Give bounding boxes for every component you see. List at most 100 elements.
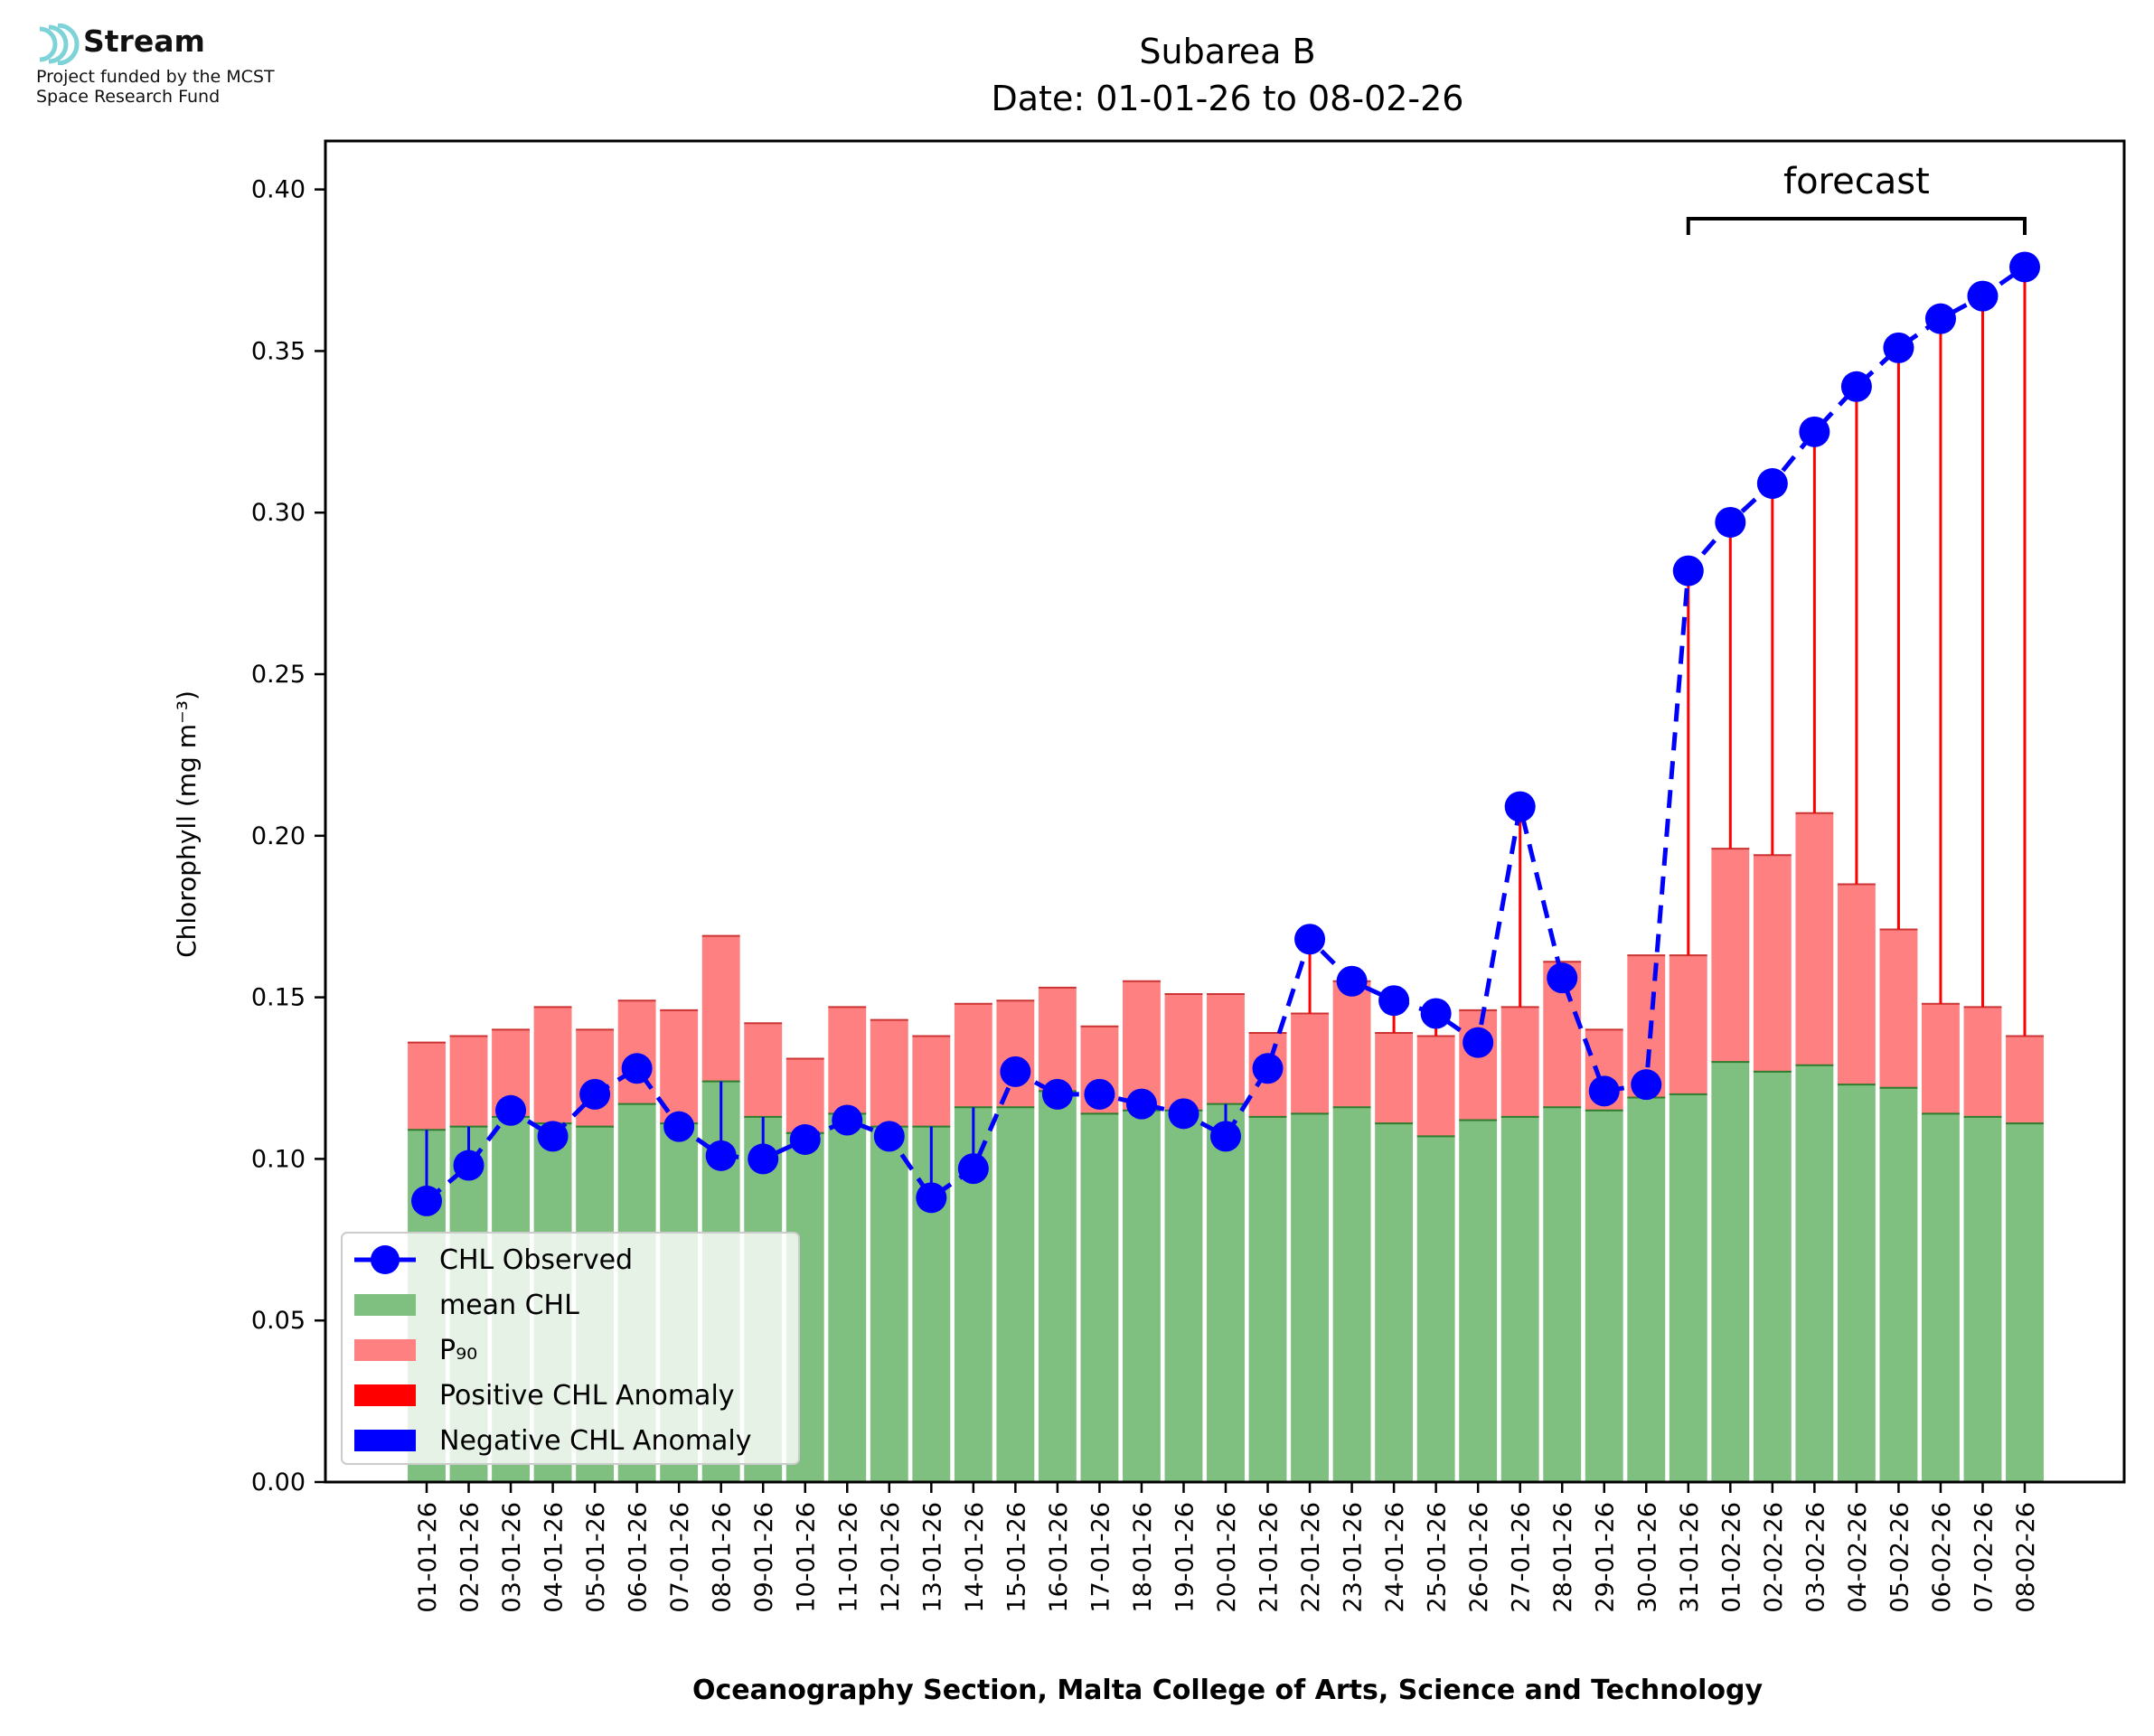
- observed-point: [1336, 965, 1368, 997]
- mean-bar: [1123, 1110, 1161, 1482]
- p90-bar: [954, 1003, 992, 1108]
- p90-bar: [912, 1036, 951, 1127]
- p90-bar: [870, 1019, 908, 1127]
- p90-bar: [744, 1023, 783, 1117]
- legend-label: Positive CHL Anomaly: [439, 1380, 735, 1412]
- mean-bar: [1291, 1113, 1329, 1482]
- observed-point: [1631, 1069, 1662, 1101]
- p90-bar: [1375, 1032, 1414, 1124]
- mean-bar: [1500, 1116, 1539, 1482]
- observed-point: [663, 1111, 695, 1142]
- mean-bar: [1207, 1103, 1245, 1482]
- observed-point: [1294, 924, 1326, 955]
- observed-point: [1924, 303, 1956, 334]
- mean-bar: [1585, 1110, 1623, 1482]
- observed-point: [832, 1104, 863, 1136]
- mean-bar: [1879, 1087, 1918, 1482]
- x-tick-label: 21-01-26: [1256, 1502, 1284, 1613]
- mean-bar: [1627, 1097, 1666, 1482]
- x-tick-label: 10-01-26: [793, 1502, 821, 1613]
- p90-bar: [1922, 1003, 1960, 1114]
- mean-bar: [1963, 1116, 2002, 1482]
- x-axis-label: Oceanography Section, Malta College of A…: [692, 1675, 1764, 1706]
- x-tick-label: 08-02-26: [2012, 1502, 2040, 1613]
- y-tick-label: 0.15: [251, 984, 306, 1012]
- legend-patch-swatch: [354, 1294, 416, 1316]
- observed-point: [621, 1053, 653, 1084]
- p90-bar: [1416, 1036, 1455, 1137]
- mean-bar: [1164, 1110, 1203, 1482]
- plot-area: 0.00 0.05 0.10 0.15 0.20 0.25 0.30 0.35 0.40 01-0…: [251, 139, 2126, 1613]
- legend-box: [341, 1232, 800, 1465]
- observed-point: [1084, 1078, 1115, 1110]
- p90-bar: [1669, 955, 1707, 1094]
- forecast-bracket: [1686, 217, 2027, 235]
- observed-point: [1210, 1121, 1241, 1152]
- y-tick-label: 0.40: [251, 176, 306, 204]
- observed-point: [748, 1143, 779, 1175]
- mean-bar: [1459, 1120, 1498, 1482]
- observed-point: [1378, 985, 1410, 1017]
- x-tick-label: 04-01-26: [541, 1502, 569, 1613]
- observed-point: [579, 1078, 611, 1110]
- mean-bar: [1375, 1123, 1414, 1482]
- x-tick-label: 08-01-26: [709, 1502, 737, 1613]
- x-tick-label: 06-01-26: [625, 1502, 653, 1613]
- x-tick-label: 27-01-26: [1508, 1502, 1536, 1613]
- logo-subtitle-line2: Space Research Fund: [36, 87, 221, 107]
- x-tick-label: 03-01-26: [498, 1502, 526, 1613]
- observed-point: [1000, 1056, 1031, 1087]
- x-tick-label: 30-01-26: [1633, 1502, 1661, 1613]
- x-tick-label: 05-02-26: [1886, 1502, 1914, 1613]
- x-tick-label: 28-01-26: [1549, 1502, 1577, 1613]
- mean-bar: [828, 1113, 867, 1482]
- x-tick-label: 01-01-26: [414, 1502, 442, 1613]
- mean-bar: [1416, 1136, 1455, 1482]
- mean-bar: [1795, 1065, 1834, 1482]
- p90-bar: [533, 1007, 572, 1124]
- p90-bar: [1795, 812, 1834, 1065]
- legend-patch-swatch: [354, 1339, 416, 1361]
- observed-point: [1504, 791, 1536, 822]
- p90-bar: [1038, 987, 1077, 1092]
- p90-bar: [1711, 849, 1750, 1063]
- observed-point: [1588, 1075, 1620, 1107]
- mean-bar: [996, 1107, 1035, 1482]
- x-tick-label: 22-01-26: [1297, 1502, 1325, 1613]
- observed-point: [1756, 468, 1788, 500]
- p90-bar: [1291, 1013, 1329, 1114]
- x-tick-label: 24-01-26: [1381, 1502, 1409, 1613]
- observed-point: [957, 1153, 989, 1185]
- mean-bar: [1711, 1062, 1750, 1482]
- mean-bar: [1753, 1071, 1792, 1482]
- mean-bar: [1080, 1113, 1119, 1482]
- x-tick-label: 17-01-26: [1086, 1502, 1115, 1613]
- observed-point: [1420, 998, 1452, 1029]
- observed-point: [789, 1123, 821, 1155]
- x-tick-label: 02-02-26: [1760, 1502, 1788, 1613]
- observed-point: [916, 1182, 947, 1214]
- x-tick-label: 13-01-26: [918, 1502, 946, 1613]
- logo-subtitle-line1: Project funded by the MCST: [36, 67, 275, 87]
- legend-label: mean CHL: [439, 1290, 579, 1321]
- legend-patch-swatch: [354, 1384, 416, 1406]
- y-tick-label: 0.10: [251, 1145, 306, 1173]
- mean-bar: [1332, 1107, 1371, 1482]
- legend-label: CHL Observed: [439, 1244, 633, 1276]
- p90-bar: [1459, 1009, 1498, 1121]
- y-tick-label: 0.20: [251, 822, 306, 850]
- x-tick-label: 19-01-26: [1171, 1502, 1199, 1613]
- x-tick-label: 18-01-26: [1129, 1502, 1157, 1613]
- observed-point: [1252, 1053, 1284, 1084]
- mean-bar: [1669, 1093, 1707, 1482]
- legend-label: P₉₀: [439, 1335, 477, 1366]
- p90-bar: [1207, 994, 1245, 1104]
- observed-point: [537, 1121, 569, 1152]
- p90-bar: [1753, 855, 1792, 1072]
- x-tick-label: 29-01-26: [1592, 1502, 1620, 1613]
- p90-bar: [449, 1036, 488, 1127]
- mean-bar: [1922, 1113, 1960, 1482]
- p90-bar: [1332, 981, 1371, 1108]
- p90-bar: [1879, 929, 1918, 1088]
- p90-bar: [660, 1009, 699, 1124]
